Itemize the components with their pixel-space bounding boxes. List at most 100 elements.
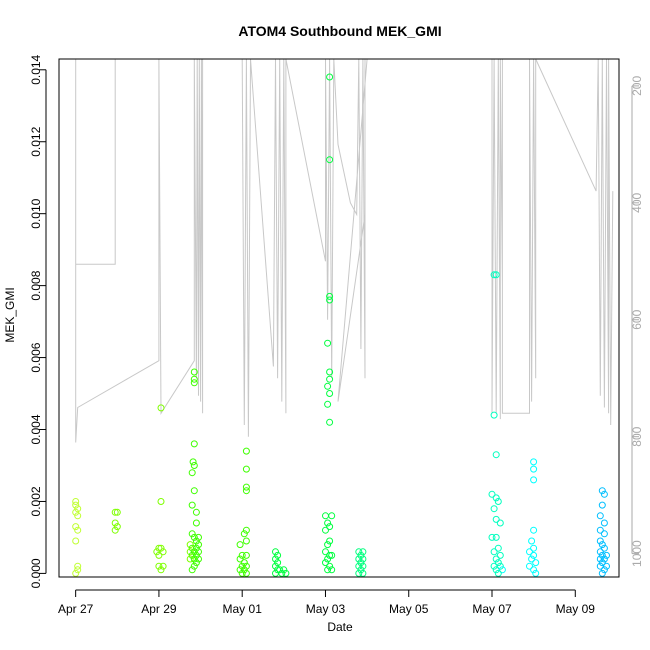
chart-title: ATOM4 Southbound MEK_GMI (238, 23, 441, 39)
data-point (242, 465, 250, 473)
data-point (192, 559, 200, 567)
data-point (326, 156, 334, 164)
data-point (328, 566, 336, 574)
data-point (598, 559, 606, 567)
data-point (598, 487, 606, 495)
data-point (326, 551, 334, 559)
data-point (238, 569, 246, 577)
data-point (190, 555, 198, 563)
data-point (324, 555, 332, 563)
y2-tick-label: 200 (630, 76, 644, 96)
y-axis: 0.000 0.002 0.004 0.006 0.008 0.010 0.012 0.014 (29, 54, 47, 588)
data-point (190, 548, 198, 556)
plot-frame (58, 58, 620, 578)
data-point (322, 512, 329, 520)
data-point (490, 548, 498, 556)
data-point (324, 519, 332, 527)
data-point (190, 379, 198, 387)
x-tick-label: May 05 (389, 602, 429, 616)
altitude-trace-line (75, 58, 614, 443)
data-point (355, 569, 363, 577)
data-point (153, 548, 161, 556)
data-point (355, 548, 363, 556)
data-point (322, 526, 329, 534)
data-point (598, 541, 606, 549)
data-point (530, 458, 538, 466)
y-tick-label: 0.002 (29, 486, 43, 516)
data-point (528, 537, 536, 545)
data-point (598, 569, 606, 577)
data-point (155, 544, 163, 552)
data-point (357, 559, 365, 567)
data-point (355, 562, 363, 570)
data-point (494, 544, 502, 552)
data-point (274, 559, 282, 567)
y-tick-label: 0.008 (29, 270, 43, 300)
data-point (188, 530, 196, 538)
data-point (186, 548, 194, 556)
y2-tick-label: 800 (630, 426, 644, 446)
data-point (272, 569, 279, 577)
data-point (600, 530, 608, 538)
data-point (280, 566, 288, 574)
data-point (282, 569, 290, 577)
data-point (188, 544, 196, 552)
data-point (111, 526, 119, 534)
data-point (357, 551, 365, 559)
data-point (530, 476, 538, 484)
data-point (490, 271, 498, 279)
data-point (600, 566, 608, 574)
data-point (596, 526, 604, 534)
data-point (496, 551, 504, 559)
data-point (326, 523, 334, 531)
data-point (190, 440, 198, 448)
data-point (74, 505, 82, 513)
data-point (186, 541, 194, 549)
data-point (324, 541, 332, 549)
data-point (324, 566, 332, 574)
data-point (240, 566, 248, 574)
data-point (326, 418, 334, 426)
data-point (532, 569, 540, 577)
data-point (492, 451, 500, 459)
data-point (359, 555, 367, 563)
data-point (72, 498, 80, 505)
data-point (186, 555, 194, 563)
data-point (600, 555, 608, 563)
data-point (603, 551, 610, 559)
data-point (242, 526, 250, 534)
data-point (72, 508, 80, 516)
x-tick-label: Apr 29 (141, 602, 177, 616)
data-point (326, 296, 334, 304)
data-point (492, 515, 500, 523)
data-point (528, 555, 536, 563)
data-point (530, 526, 538, 534)
data-point (274, 551, 282, 559)
data-point (494, 569, 502, 577)
data-point (113, 523, 121, 531)
data-point (192, 519, 200, 527)
data-point (188, 501, 196, 509)
data-point (195, 555, 202, 563)
data-point (72, 569, 80, 577)
data-point (498, 566, 506, 574)
data-point (600, 544, 608, 552)
data-point (328, 551, 336, 559)
data-point (596, 548, 604, 556)
data-point (322, 559, 329, 567)
data-point (526, 548, 533, 556)
data-point (600, 519, 608, 527)
data-point (157, 404, 165, 412)
data-point (192, 537, 200, 545)
data-point (494, 559, 502, 567)
data-point (324, 339, 332, 347)
data-point (488, 533, 496, 541)
data-point (74, 526, 82, 534)
data-point (326, 368, 334, 376)
data-point (159, 562, 167, 570)
data-point (190, 562, 198, 570)
data-point (272, 548, 279, 556)
x-axis: Apr 27 Apr 29 May 01 May 03 May 05 May 07 May … (58, 589, 595, 616)
data-point (236, 566, 244, 574)
data-point (188, 469, 196, 477)
